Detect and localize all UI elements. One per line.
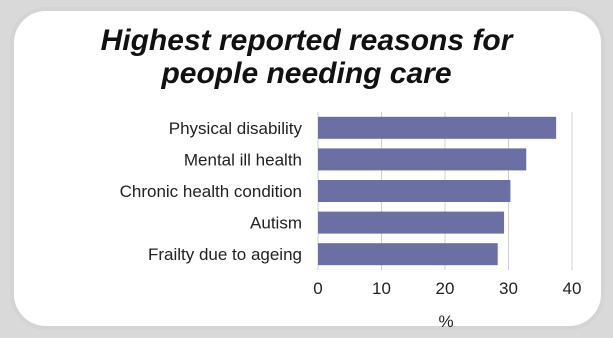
bars — [318, 116, 557, 266]
category-label: Autism — [250, 214, 302, 233]
category-label: Frailty due to ageing — [148, 245, 302, 264]
category-label: Chronic health condition — [120, 182, 302, 201]
chart-title: Highest reported reasons for people need… — [0, 24, 613, 90]
x-tick-labels: 0 10 20 30 40 — [313, 279, 581, 298]
x-tick-label: 40 — [563, 279, 582, 298]
bar — [318, 148, 527, 171]
x-tick-label: 10 — [372, 279, 391, 298]
x-tick-label: 20 — [436, 279, 455, 298]
bar — [318, 116, 557, 139]
x-axis-label: % — [438, 312, 453, 331]
x-tick-label: 30 — [499, 279, 518, 298]
category-labels: Physical disability Mental ill health Chro… — [120, 119, 303, 264]
bar — [318, 243, 498, 266]
chart-title-line-1: Highest reported reasons for — [100, 24, 513, 57]
category-label: Mental ill health — [184, 150, 302, 169]
chart-title-line-2: people needing care — [161, 57, 452, 90]
category-label: Physical disability — [169, 119, 303, 138]
x-tick-label: 0 — [313, 279, 322, 298]
bar — [318, 180, 511, 202]
bar — [318, 211, 505, 234]
